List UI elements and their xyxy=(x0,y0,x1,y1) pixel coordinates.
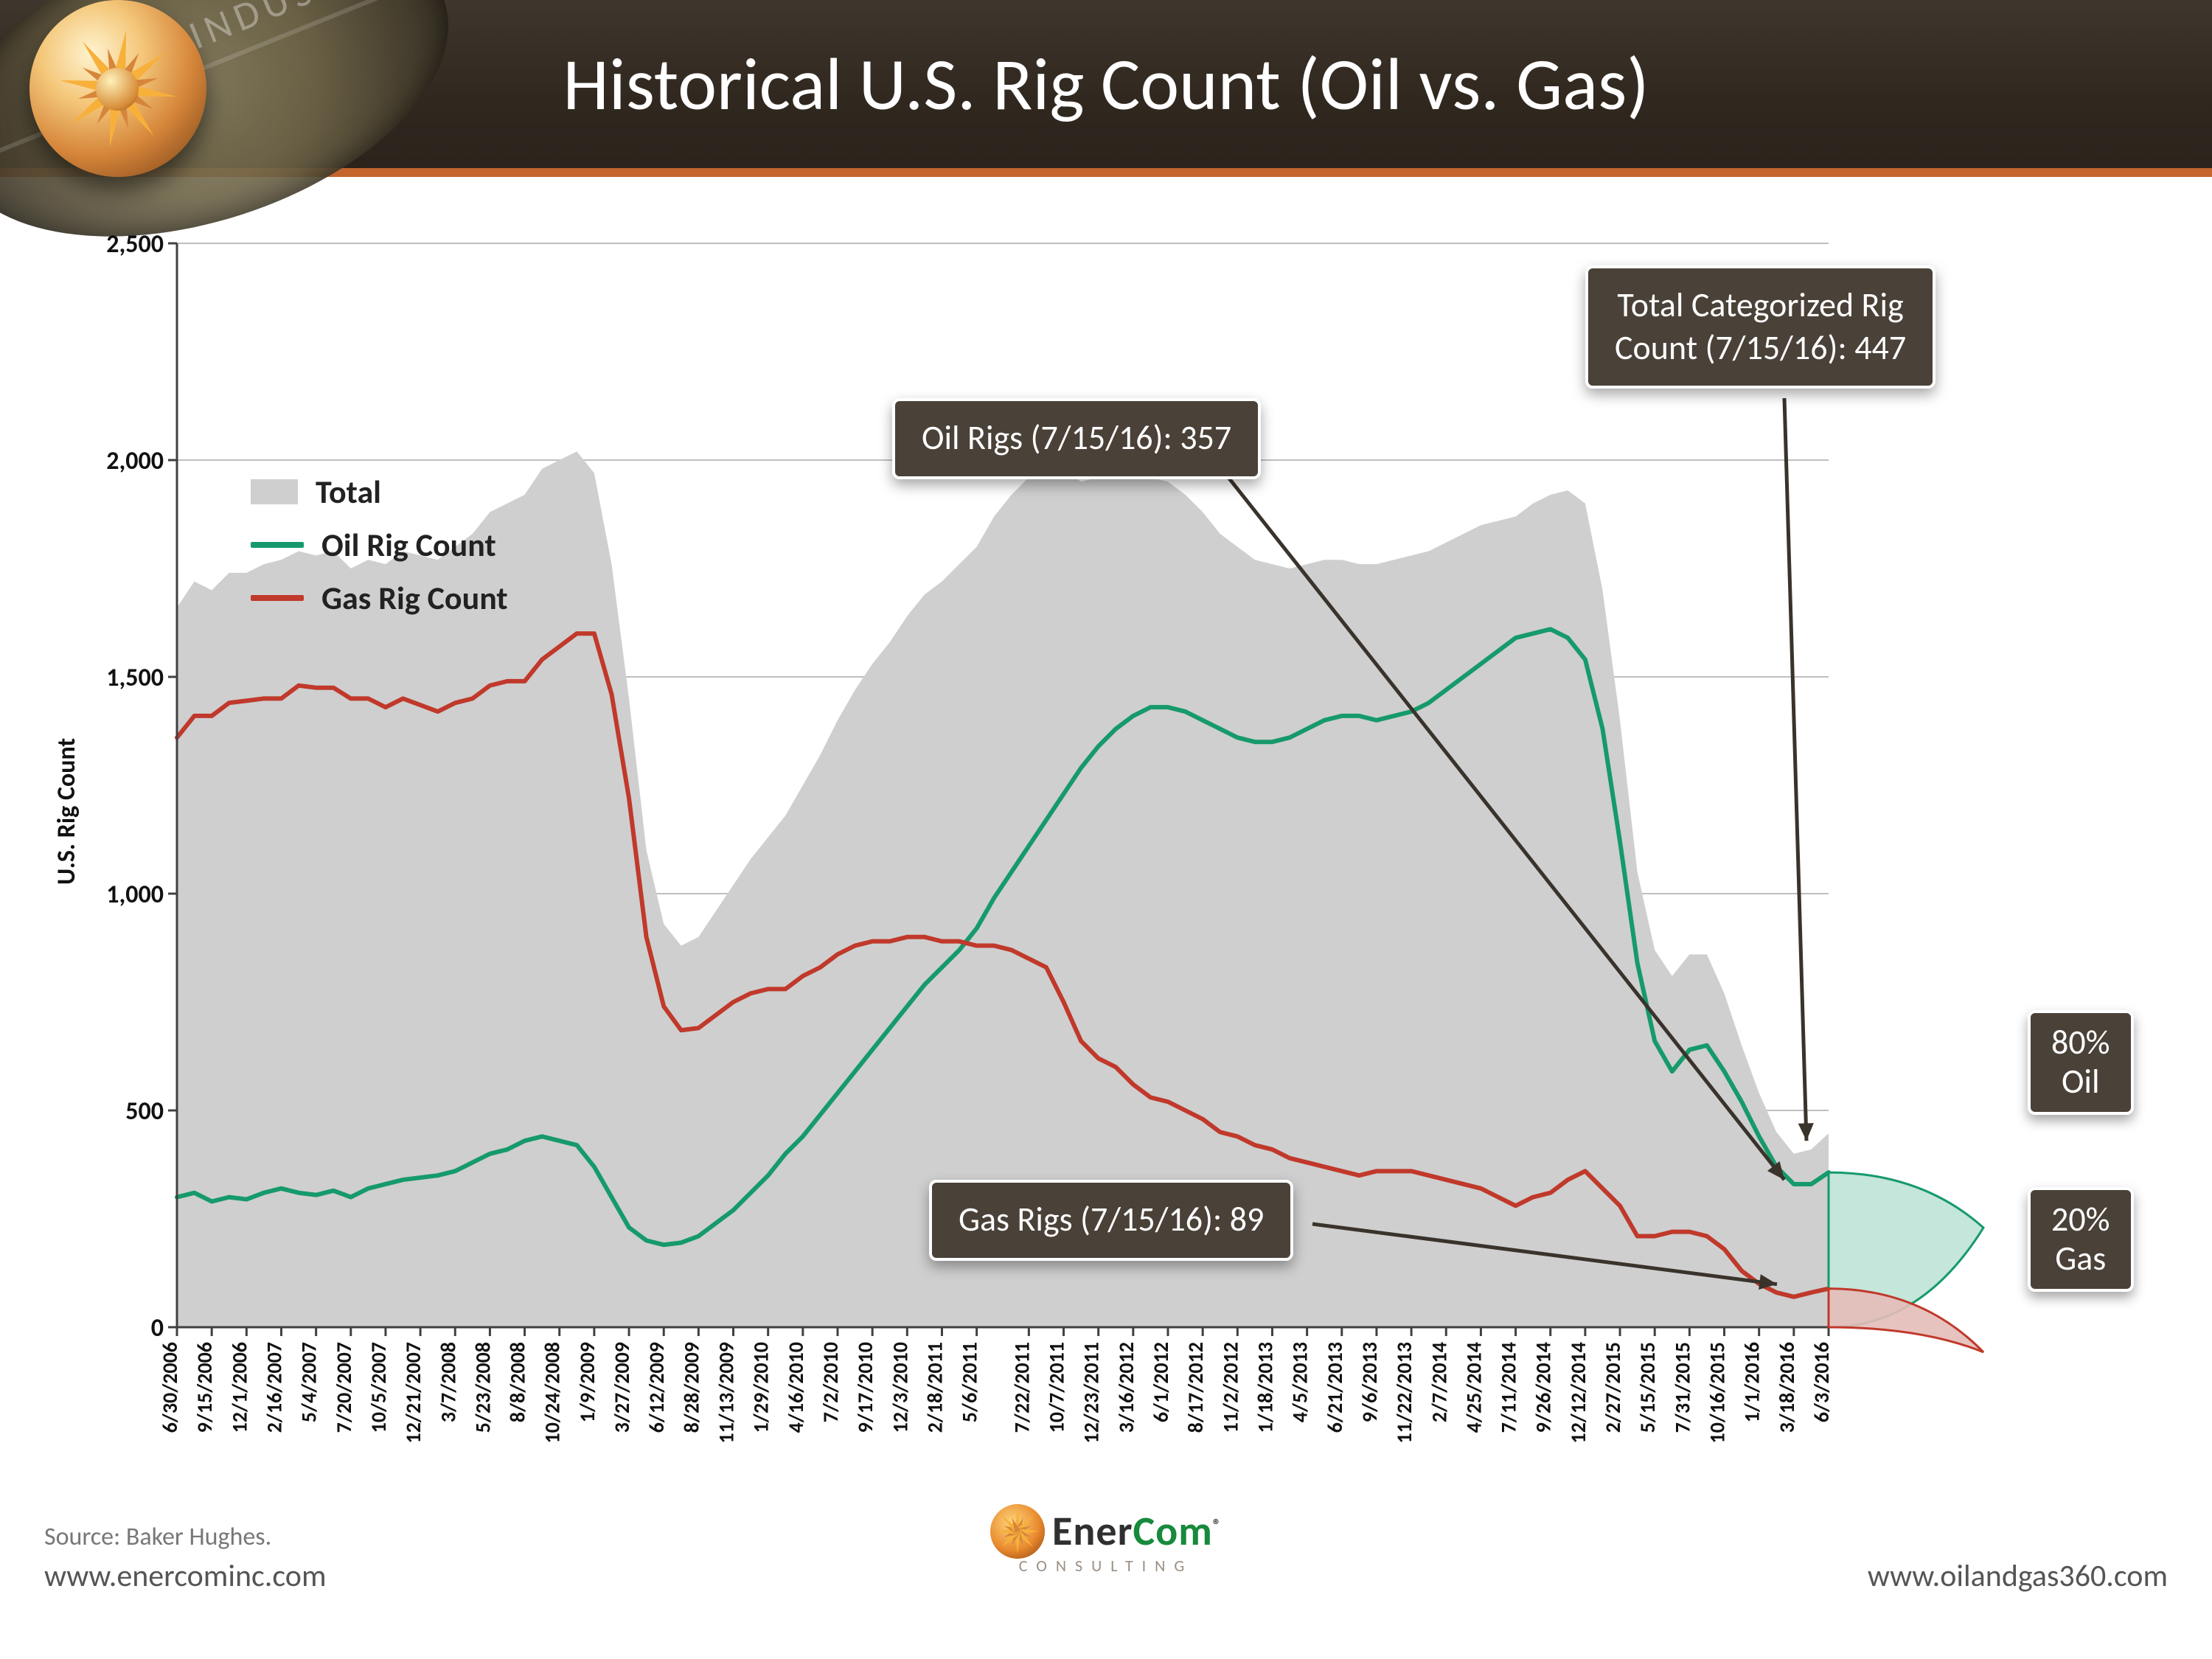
svg-text:11/22/2013: 11/22/2013 xyxy=(1391,1342,1417,1444)
footer-url-left: www.enercominc.com xyxy=(44,1557,327,1595)
svg-text:12/21/2007: 12/21/2007 xyxy=(400,1342,426,1444)
svg-text:6/30/2006: 6/30/2006 xyxy=(157,1342,183,1433)
svg-text:4/5/2013: 4/5/2013 xyxy=(1287,1342,1313,1422)
footer: Source: Baker Hughes. www.enercominc.com… xyxy=(44,1504,2168,1630)
share-gas-box: 20% Gas xyxy=(2028,1187,2134,1292)
legend-label: Gas Rig Count xyxy=(321,578,508,618)
svg-text:1/29/2010: 1/29/2010 xyxy=(748,1342,774,1433)
svg-text:500: 500 xyxy=(125,1096,164,1127)
svg-text:1,000: 1,000 xyxy=(106,880,164,910)
svg-text:2/7/2014: 2/7/2014 xyxy=(1426,1342,1452,1422)
svg-text:5/4/2007: 5/4/2007 xyxy=(296,1342,322,1422)
svg-text:12/23/2011: 12/23/2011 xyxy=(1079,1342,1105,1444)
svg-text:3/18/2016: 3/18/2016 xyxy=(1774,1342,1800,1433)
share-oil-pct: 80% xyxy=(2051,1022,2110,1063)
svg-text:8/17/2012: 8/17/2012 xyxy=(1183,1342,1208,1433)
svg-text:10/16/2015: 10/16/2015 xyxy=(1705,1342,1731,1444)
legend-label: Total xyxy=(316,472,381,512)
svg-text:6/21/2013: 6/21/2013 xyxy=(1322,1342,1348,1433)
header-emblem: INDUSTR xyxy=(0,0,398,206)
svg-text:9/26/2014: 9/26/2014 xyxy=(1531,1342,1557,1433)
svg-text:1/1/2016: 1/1/2016 xyxy=(1739,1342,1765,1422)
svg-text:0: 0 xyxy=(151,1313,164,1343)
svg-text:1/9/2009: 1/9/2009 xyxy=(574,1342,600,1422)
legend: Total Oil Rig Count Gas Rig Count xyxy=(251,472,508,631)
callout-text: Oil Rigs (7/15/16): 357 xyxy=(922,417,1231,459)
svg-text:10/24/2008: 10/24/2008 xyxy=(540,1342,566,1444)
svg-text:5/6/2011: 5/6/2011 xyxy=(957,1342,983,1422)
svg-text:8/8/2008: 8/8/2008 xyxy=(505,1342,531,1422)
svg-text:6/12/2009: 6/12/2009 xyxy=(644,1342,669,1433)
svg-text:2/18/2011: 2/18/2011 xyxy=(922,1342,947,1433)
svg-text:8/28/2009: 8/28/2009 xyxy=(678,1342,704,1433)
share-gas-pct: 20% xyxy=(2051,1199,2110,1240)
legend-label: Oil Rig Count xyxy=(321,525,496,565)
logo-subtext: CONSULTING xyxy=(990,1556,1222,1576)
svg-text:7/22/2011: 7/22/2011 xyxy=(1009,1342,1034,1433)
svg-text:2/27/2015: 2/27/2015 xyxy=(1600,1342,1626,1433)
footer-url-right: www.oilandgas360.com xyxy=(1868,1557,2168,1595)
svg-text:1/18/2013: 1/18/2013 xyxy=(1252,1342,1278,1433)
svg-text:2,000: 2,000 xyxy=(106,446,164,476)
callout-text: Count (7/15/16): 447 xyxy=(1615,327,1906,369)
svg-text:12/12/2014: 12/12/2014 xyxy=(1565,1342,1591,1444)
svg-text:7/31/2015: 7/31/2015 xyxy=(1669,1342,1695,1433)
svg-text:3/27/2009: 3/27/2009 xyxy=(609,1342,635,1433)
svg-text:9/17/2010: 9/17/2010 xyxy=(852,1342,878,1433)
callout-oil: Oil Rigs (7/15/16): 357 xyxy=(892,398,1261,479)
svg-text:2/16/2007: 2/16/2007 xyxy=(261,1342,287,1433)
svg-text:1,500: 1,500 xyxy=(106,663,164,693)
share-oil-label: Oil xyxy=(2062,1061,2100,1102)
legend-item-gas: Gas Rig Count xyxy=(251,578,508,618)
svg-text:11/2/2012: 11/2/2012 xyxy=(1217,1342,1243,1433)
svg-text:12/1/2006: 12/1/2006 xyxy=(226,1342,252,1433)
legend-item-total: Total xyxy=(251,472,508,512)
svg-text:9/15/2006: 9/15/2006 xyxy=(192,1342,218,1433)
logo-text-b: Com xyxy=(1133,1506,1213,1557)
svg-text:7/2/2010: 7/2/2010 xyxy=(818,1342,844,1422)
svg-text:7/11/2014: 7/11/2014 xyxy=(1496,1342,1522,1433)
source-text: Source: Baker Hughes. xyxy=(44,1522,271,1552)
footer-logo: EnerCom® CONSULTING xyxy=(990,1504,1222,1576)
callout-text: Gas Rigs (7/15/16): 89 xyxy=(959,1199,1264,1240)
logo-text-a: Ener xyxy=(1052,1506,1133,1557)
svg-text:3/16/2012: 3/16/2012 xyxy=(1113,1342,1139,1433)
svg-text:5/23/2008: 5/23/2008 xyxy=(470,1342,495,1433)
svg-text:7/20/2007: 7/20/2007 xyxy=(331,1342,357,1433)
sunburst-icon xyxy=(990,1504,1045,1559)
share-gas-label: Gas xyxy=(2055,1238,2106,1279)
svg-text:10/5/2007: 10/5/2007 xyxy=(366,1342,392,1433)
svg-text:6/1/2012: 6/1/2012 xyxy=(1148,1342,1174,1422)
callout-total: Total Categorized Rig Count (7/15/16): 4… xyxy=(1585,265,1935,389)
share-oil-box: 80% Oil xyxy=(2028,1010,2134,1115)
legend-item-oil: Oil Rig Count xyxy=(251,525,508,565)
svg-text:4/16/2010: 4/16/2010 xyxy=(783,1342,809,1433)
svg-text:4/25/2014: 4/25/2014 xyxy=(1461,1342,1486,1433)
svg-text:2,500: 2,500 xyxy=(106,229,164,260)
svg-text:12/3/2010: 12/3/2010 xyxy=(887,1342,913,1433)
svg-text:10/7/2011: 10/7/2011 xyxy=(1044,1342,1070,1433)
callout-gas: Gas Rigs (7/15/16): 89 xyxy=(929,1180,1293,1261)
svg-text:11/13/2009: 11/13/2009 xyxy=(714,1342,740,1444)
svg-text:9/6/2013: 9/6/2013 xyxy=(1357,1342,1382,1422)
callout-text: Total Categorized Rig xyxy=(1617,285,1903,326)
svg-text:5/15/2015: 5/15/2015 xyxy=(1635,1342,1660,1433)
svg-text:6/3/2016: 6/3/2016 xyxy=(1809,1342,1834,1422)
svg-text:3/7/2008: 3/7/2008 xyxy=(435,1342,461,1422)
